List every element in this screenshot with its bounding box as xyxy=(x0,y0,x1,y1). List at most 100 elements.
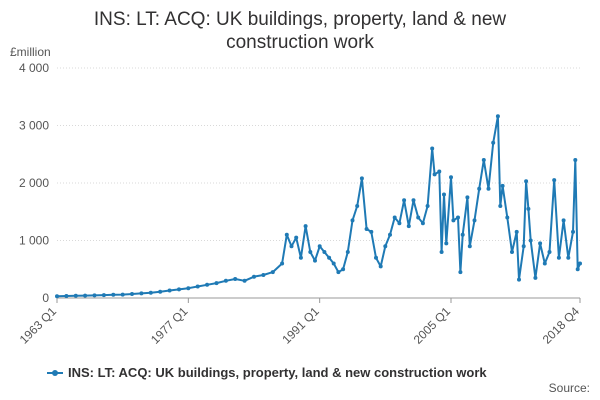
chart-title-line-1: INS: LT: ACQ: UK buildings, property, la… xyxy=(93,9,507,30)
data-point xyxy=(298,255,303,260)
legend-series-label: INS: LT: ACQ: UK buildings, property, la… xyxy=(68,365,487,380)
data-point xyxy=(252,274,256,279)
data-point xyxy=(308,250,313,254)
data-point xyxy=(101,293,106,298)
chart-title-line-2: construction work xyxy=(226,32,374,53)
y-axis-unit-label: £million xyxy=(10,45,51,59)
chart-title: INS: LT: ACQ: UK buildings, property, la… xyxy=(0,8,600,54)
data-point xyxy=(341,267,346,272)
data-point xyxy=(505,215,510,220)
x-tick-label: 2005 Q1 xyxy=(411,304,454,347)
series-layer xyxy=(55,114,582,299)
data-point xyxy=(205,282,210,287)
y-axis-tick-labels: 0 1 000 2 000 3 000 4 000 xyxy=(19,61,49,305)
data-point xyxy=(578,261,582,266)
data-point xyxy=(439,250,444,254)
data-point xyxy=(294,235,299,240)
data-point xyxy=(561,218,566,223)
data-point xyxy=(477,186,482,191)
data-point xyxy=(195,284,200,289)
data-point xyxy=(64,294,69,298)
data-point xyxy=(573,158,578,162)
data-point xyxy=(374,255,378,260)
data-point xyxy=(542,261,547,266)
x-tick-label: 1963 Q1 xyxy=(17,304,60,347)
data-point xyxy=(130,292,134,296)
data-point xyxy=(510,250,514,254)
data-point xyxy=(111,292,116,297)
y-tick-label: 0 xyxy=(42,291,49,305)
data-point xyxy=(517,277,521,282)
data-point xyxy=(139,291,144,296)
data-point xyxy=(521,244,526,249)
data-point xyxy=(289,244,294,249)
x-tick-label: 2018 Q4 xyxy=(540,304,583,347)
data-point xyxy=(495,114,500,119)
x-tick-label: 1977 Q1 xyxy=(148,304,191,347)
data-point xyxy=(566,255,571,260)
y-tick-label: 4 000 xyxy=(19,61,49,75)
data-point xyxy=(416,215,421,220)
data-point xyxy=(472,218,477,223)
data-point xyxy=(397,221,402,226)
data-point xyxy=(355,204,360,208)
data-point xyxy=(406,224,411,229)
data-point xyxy=(369,229,374,234)
data-point xyxy=(442,192,446,197)
data-point xyxy=(392,215,397,220)
data-point xyxy=(437,169,442,174)
data-point xyxy=(575,267,580,272)
data-point xyxy=(451,218,456,223)
data-point xyxy=(571,229,575,234)
data-point xyxy=(460,232,465,237)
data-point xyxy=(167,288,172,293)
data-point xyxy=(284,232,289,237)
data-point xyxy=(467,244,472,249)
legend[interactable]: INS: LT: ACQ: UK buildings, property, la… xyxy=(47,365,487,380)
data-point xyxy=(242,278,247,283)
data-point xyxy=(177,287,181,292)
data-point xyxy=(402,198,407,203)
data-point xyxy=(456,215,460,220)
data-point xyxy=(120,292,125,297)
data-point xyxy=(491,140,496,145)
data-point xyxy=(481,158,486,162)
data-point xyxy=(186,286,191,291)
axes xyxy=(56,297,581,303)
data-point xyxy=(350,218,355,223)
data-point xyxy=(83,293,88,298)
data-point xyxy=(514,229,519,234)
data-point xyxy=(233,277,238,281)
data-point xyxy=(336,270,341,275)
data-point xyxy=(524,179,529,184)
data-point xyxy=(313,258,317,263)
y-tick-label: 2 000 xyxy=(19,176,49,190)
data-point xyxy=(411,198,416,203)
data-point xyxy=(388,232,392,237)
data-point xyxy=(538,241,543,246)
data-point xyxy=(331,261,336,266)
data-point xyxy=(223,278,228,283)
data-point xyxy=(444,241,449,246)
data-point xyxy=(486,186,491,191)
source-label: Source: xyxy=(548,381,590,395)
data-point xyxy=(547,250,552,254)
data-point xyxy=(465,195,470,200)
data-point xyxy=(322,250,327,254)
x-tick-label: 1991 Q1 xyxy=(279,304,322,347)
legend-series-swatch xyxy=(47,369,63,376)
data-point xyxy=(214,281,219,286)
data-point xyxy=(378,264,383,269)
data-point xyxy=(449,175,453,180)
data-point xyxy=(303,224,308,229)
data-point xyxy=(359,176,364,181)
x-axis-tick-labels: 1963 Q1 1977 Q1 1991 Q1 2005 Q1 2018 Q4 xyxy=(17,304,583,347)
data-point xyxy=(55,294,59,299)
data-point xyxy=(526,206,531,211)
data-point xyxy=(498,204,503,208)
data-point xyxy=(345,250,350,254)
data-point xyxy=(420,221,425,226)
data-point xyxy=(528,238,533,243)
data-point xyxy=(73,293,78,298)
